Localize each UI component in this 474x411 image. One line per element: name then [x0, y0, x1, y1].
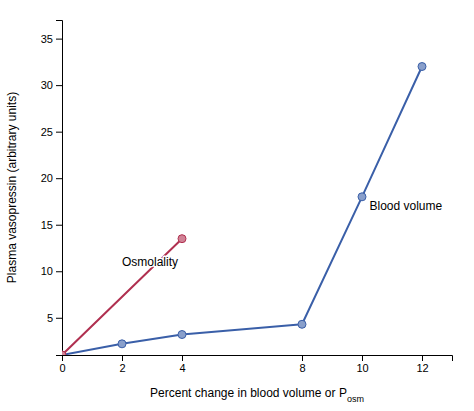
tick-mark	[302, 355, 303, 361]
tick-label: 10	[356, 362, 368, 374]
tick-mark	[56, 39, 62, 40]
point	[178, 331, 186, 339]
tick-label: 35	[41, 33, 53, 45]
tick-label: 2	[119, 362, 125, 374]
tick: 0	[59, 355, 65, 374]
line	[62, 239, 182, 355]
tick-label: 25	[41, 126, 53, 138]
tick-label: 8	[299, 362, 305, 374]
point	[418, 63, 426, 71]
tick-mark	[56, 225, 62, 226]
plot: 0 2 4 8 10 12 5 10 15 20 25 30 35 Osmolality Blood vol…	[41, 21, 453, 374]
line	[62, 67, 422, 355]
tick-label: 5	[47, 312, 53, 324]
tick-mark	[56, 178, 62, 179]
x-axis: 0 2 4 8 10 12	[59, 355, 452, 374]
tick-label: 0	[59, 362, 65, 374]
tick-label: 12	[416, 362, 428, 374]
chart: 0 2 4 8 10 12 5 10 15 20 25 30 35 Osmolality Blood vol…	[0, 0, 474, 411]
point	[178, 235, 186, 243]
x-axis-title-main: Percent change in blood volume or P	[150, 386, 347, 400]
tick-mark	[122, 355, 123, 361]
tick-mark	[56, 271, 62, 272]
tick-mark	[422, 355, 423, 361]
tick: 10	[41, 265, 62, 277]
tick-label: 20	[41, 172, 53, 184]
tick-label: 15	[41, 219, 53, 231]
tick-label: 30	[41, 79, 53, 91]
tick: 15	[41, 219, 62, 231]
x-axis-title-subscript: osm	[347, 394, 364, 404]
tick-mark	[56, 85, 62, 86]
tick: 25	[41, 126, 62, 138]
y-axis-title: Plasma vasopressin (arbitrary units)	[5, 92, 19, 283]
tick: 20	[41, 172, 62, 184]
tick: 12	[416, 355, 428, 374]
series	[62, 235, 186, 355]
annotations: Osmolality Blood volume	[122, 199, 443, 269]
tick: 10	[356, 355, 368, 374]
y-axis: 5 10 15 20 25 30 35	[41, 21, 63, 356]
axis-line	[56, 21, 63, 356]
tick-label: 10	[41, 265, 53, 277]
annotation: Blood volume	[370, 199, 443, 213]
x-axis-title: Percent change in blood volume or Posm	[150, 386, 364, 404]
tick-mark	[182, 355, 183, 361]
tick: 35	[41, 33, 62, 45]
point	[62, 351, 66, 355]
point	[358, 193, 366, 201]
annotation: Osmolality	[122, 255, 178, 269]
tick: 8	[299, 355, 305, 374]
point	[118, 340, 126, 348]
tick-mark	[56, 132, 62, 133]
point	[298, 320, 306, 328]
tick: 5	[47, 312, 62, 324]
tick: 30	[41, 79, 62, 91]
tick-label: 4	[179, 362, 185, 374]
tick-mark	[362, 355, 363, 361]
tick: 4	[179, 355, 185, 374]
tick-mark	[56, 318, 62, 319]
tick: 2	[119, 355, 125, 374]
axis-line	[63, 356, 453, 362]
